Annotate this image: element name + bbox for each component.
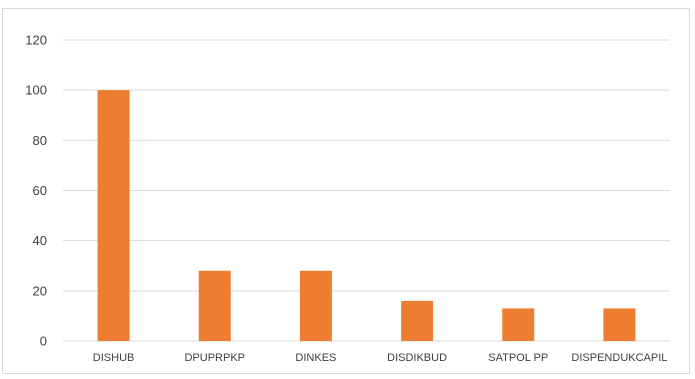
x-axis-labels: DISHUB DPUPRPKP DINKES DISDIKBUD SATPOL PP DI… (93, 352, 668, 364)
y-tick-label: 20 (33, 283, 47, 298)
x-category-label: DPUPRPKP (184, 352, 245, 364)
y-tick-label: 0 (40, 334, 47, 349)
bar-dpuprpkp (198, 270, 231, 341)
y-tick-label: 120 (25, 33, 47, 48)
x-category-label: DINKES (295, 352, 336, 364)
x-category-label: DISDIKBUD (387, 352, 447, 364)
bar-satpol-pp (502, 308, 535, 341)
bar-dispendukcapil (603, 308, 636, 341)
bars (97, 90, 636, 342)
y-axis-ticks: 0 20 40 60 80 100 120 (25, 33, 47, 349)
bar-disdikbud (401, 300, 434, 341)
y-tick-label: 80 (33, 133, 47, 148)
y-tick-label: 100 (25, 83, 47, 98)
y-tick-label: 40 (33, 233, 47, 248)
bar-dinkes (299, 270, 332, 341)
bar-dishub (97, 90, 130, 342)
y-tick-label: 60 (33, 183, 47, 198)
x-category-label: DISHUB (93, 352, 135, 364)
x-category-label: SATPOL PP (488, 352, 548, 364)
x-category-label: DISPENDUKCAPIL (571, 352, 667, 364)
gridlines (63, 39, 670, 342)
